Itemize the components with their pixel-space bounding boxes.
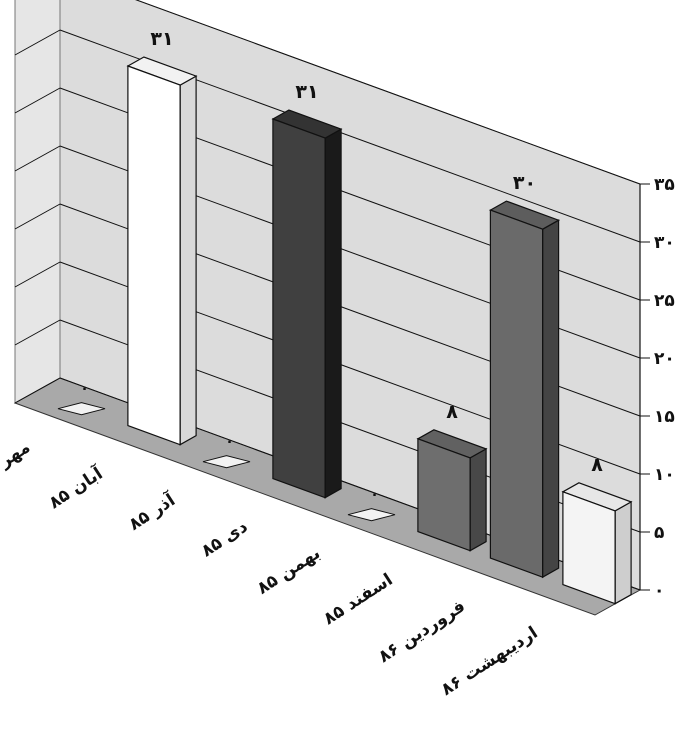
bar <box>272 118 326 499</box>
data-label: ٠ <box>80 381 89 397</box>
x-tick-label: اردیبهشت ۸۶ <box>438 623 542 700</box>
gridline-side <box>14 145 61 172</box>
bar <box>417 437 471 552</box>
y-tick-label: ۳۵ <box>654 175 675 195</box>
bar <box>127 65 181 446</box>
gridline-side <box>14 319 61 346</box>
bar-side <box>541 219 560 579</box>
data-label: ۳۱ <box>150 28 173 50</box>
gridline-side <box>14 377 61 404</box>
y-tick-label: ۰ <box>654 581 664 601</box>
bar <box>202 455 251 469</box>
bar-side <box>469 447 487 552</box>
data-label: ٠ <box>370 487 379 503</box>
bar-side <box>324 128 342 499</box>
data-label: ۸ <box>446 401 458 423</box>
bar-side <box>179 75 197 446</box>
y-tick-label: ۳۰ <box>654 233 675 253</box>
gridline-side <box>14 29 61 56</box>
y-tick-label: ۲۵ <box>654 291 675 311</box>
bar <box>57 402 106 416</box>
bar <box>489 209 544 579</box>
data-label: ۳۰ <box>513 172 536 194</box>
x-tick-label: مهر ۸۵ <box>0 437 34 486</box>
bar <box>562 490 616 605</box>
x-tick-label: اسفند ۸۵ <box>320 570 397 629</box>
data-label: ۸ <box>591 454 603 476</box>
bar <box>347 508 396 522</box>
data-labels: ٠ ۳۱ ٠ ۳۱ ٠ ۸ ۳۰ ۸ <box>80 28 603 503</box>
x-tick-label: بهمن ۸۵ <box>254 543 324 598</box>
y-tick-label: ۵ <box>654 523 664 543</box>
bar-side <box>614 500 632 605</box>
gridline <box>135 0 641 185</box>
data-label: ۳۱ <box>295 81 318 103</box>
gridline-side <box>14 87 61 114</box>
x-tick-label: آبان ۸۵ <box>44 462 107 514</box>
gridline-side <box>14 261 61 288</box>
y-tick-label: ۲۰ <box>654 349 675 369</box>
side-wall <box>14 0 61 404</box>
y-axis: ۰ ۵ ۱۰ ۱۵ ۲۰ ۲۵ ۳۰ ۳۵ <box>639 175 675 601</box>
x-tick-label: آذر ۸۵ <box>124 488 180 535</box>
y-tick-label: ۱۰ <box>654 465 675 485</box>
gridline-side <box>14 203 61 230</box>
x-tick-label: دی ۸۵ <box>198 517 252 562</box>
bars <box>57 56 633 605</box>
data-label: ٠ <box>225 434 234 450</box>
x-tick-label: فروردین ۸۶ <box>375 596 469 667</box>
y-tick-label: ۱۵ <box>654 407 675 427</box>
